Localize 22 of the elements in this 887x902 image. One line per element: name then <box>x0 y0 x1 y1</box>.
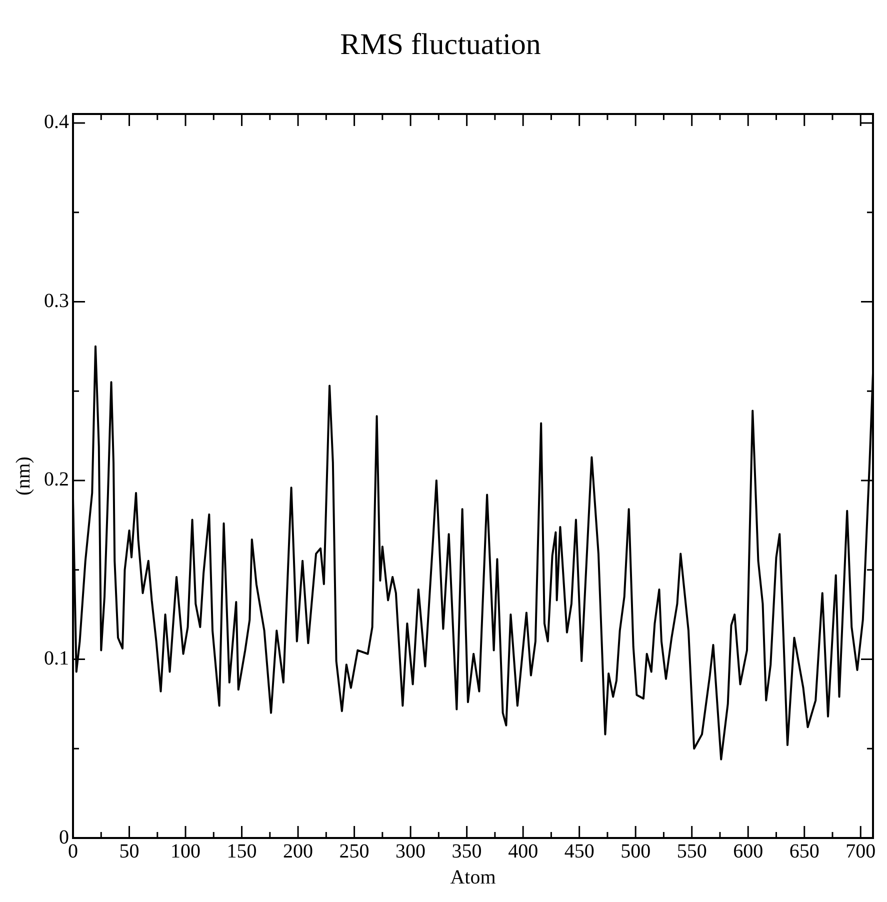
y-tick-label: 0.1 <box>44 647 69 670</box>
y-axis-title: (nm) <box>12 456 34 496</box>
y-tick-label: 0.2 <box>44 468 69 491</box>
y-tick-label: 0.4 <box>44 111 69 134</box>
x-axis-title: Atom <box>450 866 496 888</box>
x-tick-label: 550 <box>676 840 707 862</box>
chart-title: RMS fluctuation <box>340 28 541 61</box>
y-tick-label: 0 <box>59 826 69 848</box>
x-tick-label: 600 <box>733 840 764 862</box>
x-tick-label: 300 <box>396 840 426 862</box>
x-tick-label: 200 <box>283 840 314 862</box>
x-tick-label: 650 <box>789 840 820 862</box>
x-tick-label: 500 <box>620 840 651 862</box>
x-tick-label: 50 <box>119 840 140 862</box>
x-tick-label: 700 <box>846 840 876 862</box>
x-tick-label: 400 <box>508 840 538 862</box>
y-tick-label: 0.3 <box>44 290 69 312</box>
x-tick-label: 100 <box>170 840 201 862</box>
x-tick-label: 150 <box>226 840 257 862</box>
x-tick-label: 450 <box>564 840 594 862</box>
x-tick-label: 350 <box>452 840 482 862</box>
x-tick-label: 250 <box>339 840 370 862</box>
